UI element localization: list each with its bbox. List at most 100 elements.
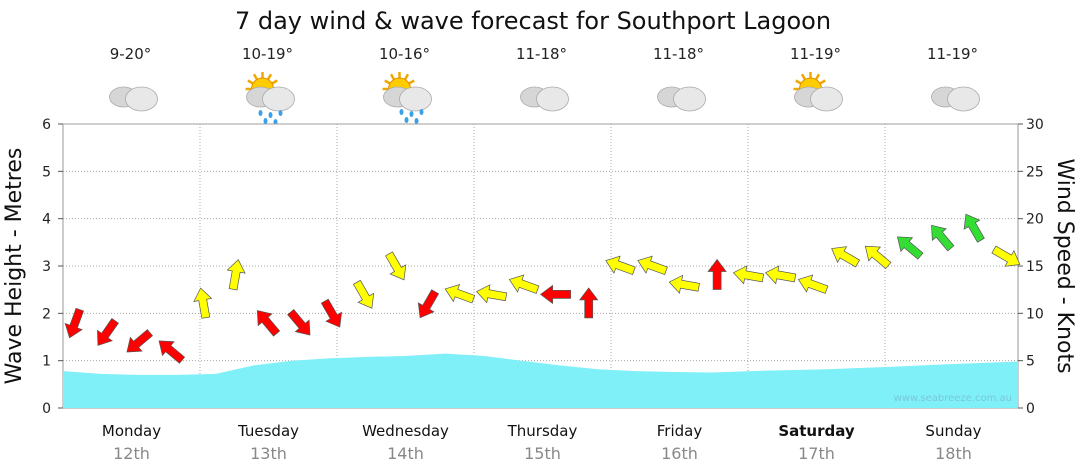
cloudy-icon [109,86,158,112]
wave-height-area [63,353,1018,408]
wind-arrow-shape [764,265,797,285]
wind-arrow [508,274,540,294]
wind-arrow-shape [991,245,1021,267]
wind-arrows [64,213,1021,364]
wind-arrow-shape [707,258,727,290]
wind-arrow-shape [475,284,508,304]
wind-arrow [256,310,281,337]
wind-arrow-shape [126,329,153,353]
y-right-tick-label: 25 [1026,164,1044,180]
cloud-puff [262,86,295,112]
y-axis-right-title: Wind Speed - Knots [1052,158,1077,373]
rain-drop [419,109,424,115]
rain-drop [409,111,414,117]
wind-arrow [97,318,119,346]
rain-drop [404,117,409,123]
day-name: Friday [657,422,703,440]
y-right-tick-label: 0 [1026,401,1035,417]
rain-drop [258,110,263,116]
wind-arrow [764,265,797,285]
wind-arrow [126,329,153,353]
wind-arrow-shape [797,274,829,294]
day-temperature: 11-18° [516,45,567,63]
wind-arrow [963,213,985,243]
wind-arrow [605,255,636,275]
y-left-tick-label: 5 [42,164,51,180]
cloud-puff [125,86,158,112]
cloud-puff [399,86,432,112]
y-left-tick-label: 1 [42,354,51,370]
wind-arrow-shape [668,274,700,294]
cloud-puff [536,86,569,112]
day-name: Tuesday [237,422,299,440]
wind-arrow-shape [579,287,599,319]
rain-drop [268,112,273,118]
wind-arrow [540,284,571,305]
y-left-tick-label: 0 [42,401,51,417]
wind-arrow [475,284,508,304]
wind-arrow [226,259,246,291]
wind-arrow-shape [831,246,861,268]
day-temperature: 9-20° [110,45,152,63]
wind-arrow-shape [864,245,892,270]
sun-rain-icon [245,72,295,125]
wind-arrow-shape [444,284,476,304]
wind-arrow-shape [508,274,540,294]
wind-arrow [637,255,668,275]
y-right-tick-label: 20 [1026,212,1044,228]
sun-shower-icon [382,72,432,124]
y-axis-left: 0 1 2 3 4 5 6 [42,117,63,417]
day-date: 16th [661,444,698,463]
wind-arrow [707,258,727,290]
wind-arrow [352,279,375,309]
cloudy-icon [520,86,569,112]
wind-arrow [417,289,440,319]
wind-arrow [668,274,700,294]
wind-arrow [896,236,924,260]
wind-arrow [64,307,84,339]
wind-arrow-shape [352,279,375,309]
wind-arrow-shape [97,318,119,346]
y-left-tick-label: 3 [42,259,51,275]
day-name: Saturday [778,422,855,440]
cloud-puff [810,86,843,112]
wind-arrow-shape [256,310,281,337]
wind-arrow-shape [963,213,985,243]
day-name: Thursday [507,422,578,440]
wind-arrow-shape [320,298,343,328]
wind-arrow [158,340,186,364]
day-temperature: 11-19° [790,45,841,63]
wind-arrow-shape [540,284,571,305]
y-left-tick-label: 2 [42,306,51,322]
day-name: Sunday [925,422,981,440]
cloud-puff [947,86,980,112]
day-temperature: 11-19° [927,45,978,63]
day-temperature: 10-16° [379,45,430,63]
y-right-tick-label: 10 [1026,306,1044,322]
day-temperature: 11-18° [653,45,704,63]
partly-cloudy-icon [793,72,843,112]
y-left-tick-label: 6 [42,117,51,133]
wind-arrow [732,265,765,285]
day-date: 18th [935,444,972,463]
day-name: Wednesday [362,422,449,440]
wind-arrow [797,274,829,294]
wind-arrow-shape [385,251,407,281]
wind-arrow [831,246,861,268]
x-axis-days: Monday 12th Tuesday 13th Wednesday 14th Thursd… [102,422,982,463]
rain-drop [414,118,419,124]
chart-title: 7 day wind & wave forecast for Southport… [235,7,831,35]
wind-arrow-shape [896,236,924,260]
y-axis-left-title: Wave Height - Metres [2,148,27,385]
wind-arrow-shape [417,289,440,319]
wind-arrow-shape [158,340,186,364]
day-date: 13th [250,444,287,463]
y-axis-right: 0 5 10 15 20 25 30 [1018,117,1044,417]
wind-arrow [320,298,343,328]
y-right-tick-label: 15 [1026,259,1044,275]
weather-icon-row [109,72,980,125]
rain-drop [263,118,268,124]
wind-arrow-shape [931,224,955,252]
wind-arrow-shape [732,265,765,285]
rain-drop [278,110,283,116]
